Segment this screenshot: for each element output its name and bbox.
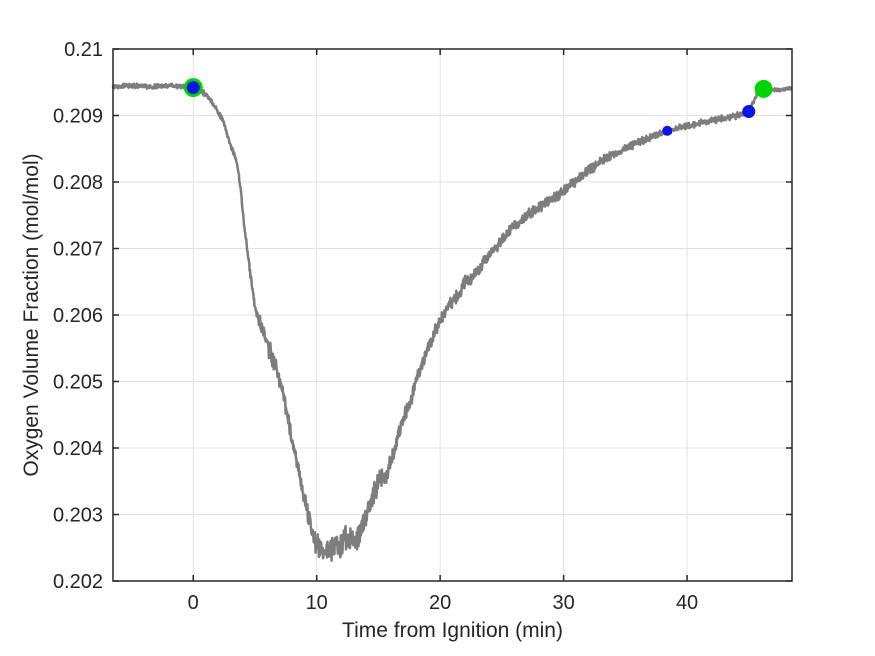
oxygen-volume-fraction-trace (111, 82, 793, 563)
x-tick-label: 10 (306, 592, 328, 614)
y-tick-label: 0.208 (53, 172, 103, 194)
x-tick-label: 30 (552, 592, 574, 614)
y-tick-label: 0.203 (53, 505, 103, 527)
y-axis-label: Oxygen Volume Fraction (mol/mol) (20, 153, 43, 476)
y-tick-label: 0.202 (53, 571, 103, 593)
event-marker-blue-late (742, 105, 756, 119)
event-marker-blue-mid (662, 125, 673, 136)
event-marker-green-end (754, 79, 773, 98)
x-tick-label: 20 (429, 592, 451, 614)
x-axis-label: Time from Ignition (min) (342, 619, 563, 642)
y-tick-label: 0.209 (53, 106, 103, 128)
x-tick-label: 40 (676, 592, 698, 614)
y-tick-label: 0.204 (53, 438, 103, 460)
event-marker-blue-start (186, 81, 200, 95)
y-tick-label: 0.21 (64, 39, 103, 61)
y-tick-label: 0.206 (53, 305, 103, 327)
x-tick-label: 0 (188, 592, 199, 614)
y-tick-label: 0.205 (53, 372, 103, 394)
y-tick-label: 0.207 (53, 239, 103, 261)
